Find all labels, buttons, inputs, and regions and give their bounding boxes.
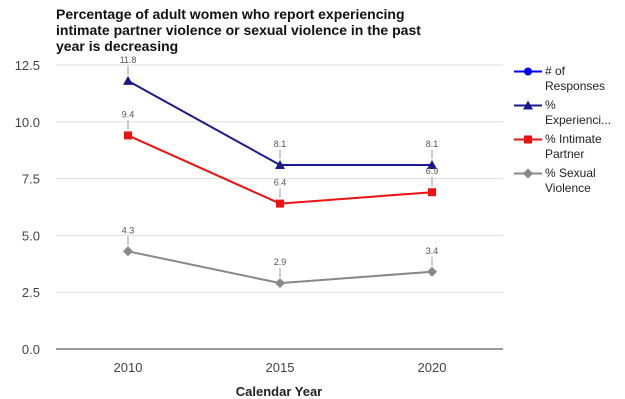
legend-label-line: % Sexual: [545, 166, 596, 180]
legend-label: % Experienci...: [545, 98, 625, 128]
legend-item: # of Responses: [513, 64, 625, 94]
y-tick-label: 10.0: [15, 115, 40, 130]
x-tick-label: 2015: [266, 360, 295, 375]
legend-label: # of Responses: [545, 64, 625, 94]
data-point-intimate-partner: [428, 188, 436, 197]
legend-label-line: Responses: [545, 79, 606, 93]
legend-label-line: Partner: [545, 147, 585, 161]
chart-legend: # of Responses% Experienci...% Intimate Par…: [513, 64, 625, 200]
y-tick-label: 5.0: [22, 228, 40, 243]
legend-swatch: [514, 135, 542, 144]
legend-item: % Intimate Partner: [513, 132, 625, 162]
legend-label: % Intimate Partner: [545, 132, 625, 162]
legend-item: % Sexual Violence: [513, 166, 625, 196]
legend-label-line: Experienci...: [545, 113, 612, 127]
chart-title: Percentage of adult women who report exp…: [56, 6, 496, 54]
x-tick-label: 2020: [418, 360, 447, 375]
y-tick-label: 0.0: [22, 342, 40, 357]
legend-swatch: [514, 67, 542, 76]
data-point-experienci: [427, 159, 437, 169]
y-tick-label: 7.5: [22, 172, 40, 187]
legend-swatch: [514, 168, 542, 179]
data-point-sexual-violence: [123, 246, 133, 257]
legend-swatch: [514, 100, 542, 110]
data-label: 9.4: [122, 109, 135, 119]
legend-label-line: % Intimate: [545, 132, 602, 146]
chart-title-line-2: intimate partner violence or sexual viol…: [56, 22, 421, 38]
data-label: 6.4: [274, 178, 287, 188]
legend-label-line: Violence: [545, 181, 591, 195]
data-point-experienci: [123, 75, 133, 85]
data-label: 2.9: [274, 257, 287, 267]
legend-item: % Experienci...: [513, 98, 625, 128]
chart-title-line-3: year is decreasing: [56, 38, 179, 54]
chart-title-line-1: Percentage of adult women who report exp…: [56, 6, 405, 22]
data-label: 11.8: [120, 55, 137, 65]
data-label: 6.9: [426, 166, 439, 176]
data-point-experienci: [275, 159, 285, 169]
data-point-sexual-violence: [427, 266, 437, 277]
data-point-intimate-partner: [124, 131, 132, 140]
data-label: 8.1: [274, 139, 287, 149]
x-tick-label: 2010: [114, 360, 143, 375]
data-point-intimate-partner: [276, 199, 284, 208]
y-tick-label: 12.5: [15, 58, 40, 73]
data-label: 4.3: [122, 225, 135, 235]
legend-label-line: %: [545, 98, 556, 112]
data-label: 8.1: [426, 139, 439, 149]
y-tick-label: 2.5: [22, 285, 40, 300]
legend-label: % Sexual Violence: [545, 166, 625, 196]
data-point-sexual-violence: [275, 278, 285, 289]
legend-label-line: # of: [545, 64, 566, 78]
x-axis-label: Calendar Year: [236, 384, 322, 399]
data-label: 3.4: [426, 246, 439, 256]
